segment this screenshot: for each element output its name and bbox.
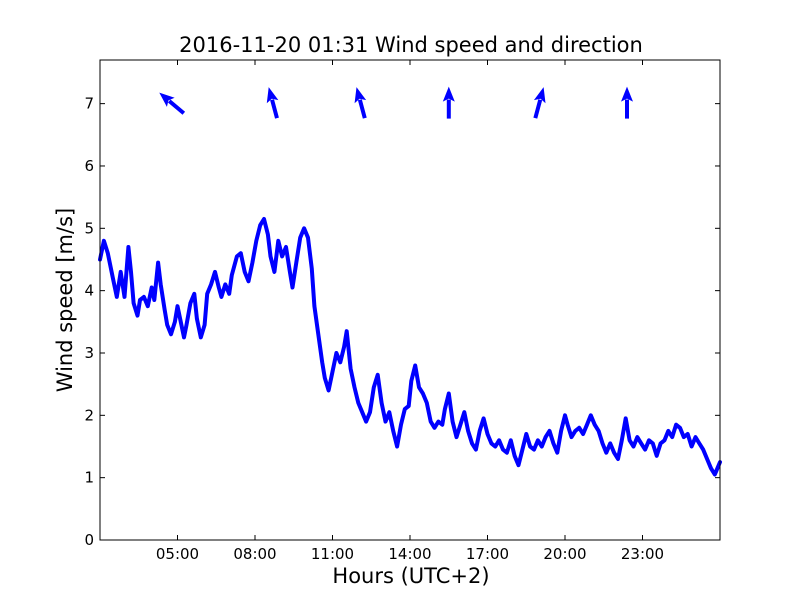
- y-tick-label: 0: [84, 531, 94, 549]
- wind-direction-arrow: [621, 86, 633, 119]
- wind-direction-arrow: [159, 92, 186, 115]
- y-axis-label: Wind speed [m/s]: [53, 208, 77, 392]
- x-tick-label: 20:00: [543, 545, 586, 563]
- x-tick-label: 11:00: [311, 545, 354, 563]
- x-tick-label: 23:00: [621, 545, 664, 563]
- y-tick-label: 3: [84, 344, 94, 362]
- chart-title: 2016-11-20 01:31 Wind speed and directio…: [179, 33, 643, 57]
- wind-direction-arrow: [533, 87, 546, 119]
- y-tick-label: 2: [84, 406, 94, 424]
- y-tick-label: 6: [84, 157, 94, 175]
- series-layer: [98, 217, 722, 477]
- direction-arrows: [159, 86, 633, 119]
- wind-speed-series-line: [98, 217, 722, 477]
- x-tick-label: 17:00: [466, 545, 509, 563]
- axis-ticks: 05:00 08:00 11:00 14:00 17:00 20:00 23:00 0 1 2 3 4…: [84, 60, 720, 563]
- y-tick-label: 5: [84, 219, 94, 237]
- x-tick-label: 05:00: [156, 545, 199, 563]
- wind-direction-arrow: [442, 86, 455, 119]
- wind-direction-arrow: [266, 87, 279, 119]
- x-axis-label: Hours (UTC+2): [332, 564, 489, 588]
- axes-frame: [99, 59, 721, 541]
- y-tick-label: 4: [84, 282, 94, 300]
- y-tick-label: 1: [84, 469, 94, 487]
- wind-direction-arrow: [354, 87, 367, 119]
- x-tick-label: 14:00: [388, 545, 431, 563]
- y-tick-label: 7: [84, 95, 94, 113]
- x-tick-label: 08:00: [233, 545, 276, 563]
